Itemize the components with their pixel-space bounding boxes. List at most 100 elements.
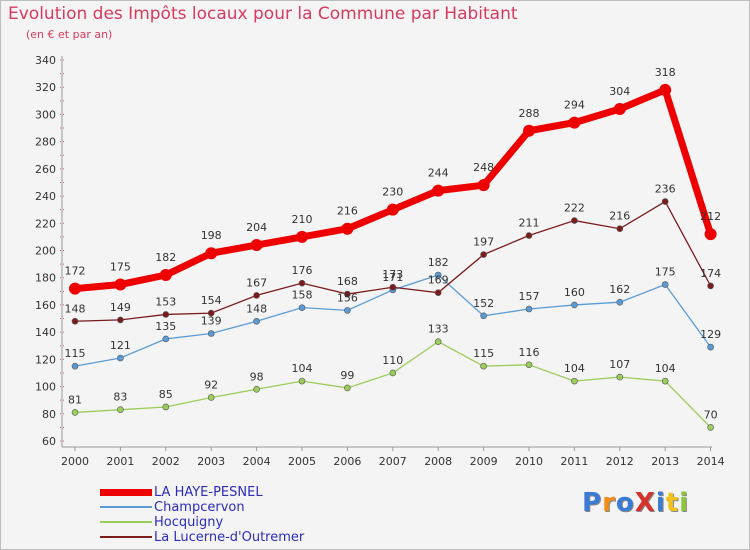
data-point <box>298 304 306 311</box>
y-tick-label: 280 <box>35 136 56 149</box>
data-point <box>205 247 218 260</box>
logo-letter: o <box>615 488 635 518</box>
data-point <box>162 335 170 343</box>
data-point <box>207 330 215 337</box>
data-point <box>707 424 714 431</box>
x-tick-label: 2007 <box>379 455 407 468</box>
data-point <box>344 307 351 314</box>
x-tick-label: 2002 <box>152 455 180 468</box>
data-point <box>253 292 260 299</box>
data-point <box>659 83 672 96</box>
data-label: 172 <box>65 265 86 278</box>
y-tick-label: 120 <box>35 353 56 366</box>
legend-label: LA HAYE-PESNEL <box>154 485 263 500</box>
data-label: 222 <box>564 202 585 215</box>
data-label: 236 <box>655 183 676 196</box>
data-point <box>298 279 306 287</box>
x-tick-label: 2009 <box>470 455 498 468</box>
data-point <box>480 362 487 370</box>
data-point <box>386 203 399 216</box>
data-point <box>434 271 442 279</box>
data-label: 175 <box>655 266 676 279</box>
data-point <box>117 406 124 414</box>
data-label: 173 <box>382 268 403 281</box>
data-point <box>432 184 445 197</box>
data-label: 162 <box>609 283 630 296</box>
data-label: 81 <box>68 393 82 406</box>
data-point <box>344 384 351 392</box>
data-point <box>207 309 215 317</box>
y-tick-label: 180 <box>35 272 56 285</box>
data-point <box>162 311 170 318</box>
y-tick-label: 340 <box>35 54 56 67</box>
data-label: 210 <box>292 213 313 226</box>
data-label: 92 <box>204 378 218 391</box>
data-label: 171 <box>382 271 403 284</box>
data-point <box>477 179 490 192</box>
data-label: 70 <box>704 408 718 421</box>
data-point <box>480 312 487 320</box>
data-label: 318 <box>655 66 676 79</box>
data-label: 182 <box>428 256 449 269</box>
y-tick-label: 200 <box>35 245 56 258</box>
chart-title: Evolution des Impôts locaux pour la Comm… <box>8 4 518 24</box>
data-label: 169 <box>428 274 449 287</box>
logo-letter: i <box>655 488 666 518</box>
data-label: 158 <box>292 289 313 302</box>
legend-swatch <box>100 488 152 496</box>
data-label: 148 <box>246 302 267 315</box>
y-tick-label: 60 <box>42 435 56 448</box>
data-label: 154 <box>201 294 222 307</box>
data-point <box>523 124 535 137</box>
data-label: 148 <box>65 302 86 315</box>
data-label: 156 <box>337 291 358 304</box>
data-point <box>344 290 351 298</box>
legend-swatch <box>100 536 152 538</box>
data-point <box>568 116 581 129</box>
y-tick-label: 220 <box>35 217 56 230</box>
data-point <box>571 217 578 224</box>
data-label: 176 <box>292 264 313 277</box>
legend-label: La Lucerne-d'Outremer <box>154 530 305 545</box>
data-label: 197 <box>473 236 494 249</box>
x-tick-label: 2013 <box>651 455 679 468</box>
y-tick-label: 160 <box>35 299 56 312</box>
legend-swatch <box>100 521 152 523</box>
data-label: 116 <box>519 346 540 359</box>
x-tick-label: 2010 <box>515 455 543 468</box>
data-point <box>162 403 170 411</box>
data-label: 107 <box>609 358 630 371</box>
data-label: 248 <box>473 161 494 174</box>
y-tick-label: 100 <box>35 381 56 394</box>
data-label: 83 <box>113 391 127 404</box>
data-point <box>661 377 669 385</box>
data-label: 115 <box>473 347 494 360</box>
x-tick-label: 2014 <box>697 455 725 468</box>
legend-label: Hocquigny <box>154 515 224 530</box>
data-point <box>661 198 669 205</box>
x-tick-label: 2005 <box>288 455 316 468</box>
data-label: 216 <box>609 210 630 223</box>
data-label: 153 <box>155 295 176 308</box>
data-point <box>571 301 578 309</box>
data-label: 182 <box>155 251 176 264</box>
data-label: 98 <box>250 370 264 383</box>
data-label: 85 <box>159 388 173 401</box>
data-point <box>296 230 308 243</box>
y-tick-label: 80 <box>42 408 56 421</box>
x-tick-label: 2006 <box>333 455 361 468</box>
legend-label: Champcervon <box>154 500 245 515</box>
data-point <box>389 369 397 377</box>
data-point <box>616 298 624 306</box>
data-label: 216 <box>337 205 358 218</box>
data-label: 160 <box>564 286 585 299</box>
data-point <box>434 338 442 345</box>
data-point <box>250 239 263 252</box>
data-label: 175 <box>110 261 131 274</box>
chart-subtitle: (en € et par an) <box>26 28 113 41</box>
data-label: 157 <box>519 290 540 303</box>
data-point <box>117 316 124 324</box>
data-point <box>253 385 260 393</box>
